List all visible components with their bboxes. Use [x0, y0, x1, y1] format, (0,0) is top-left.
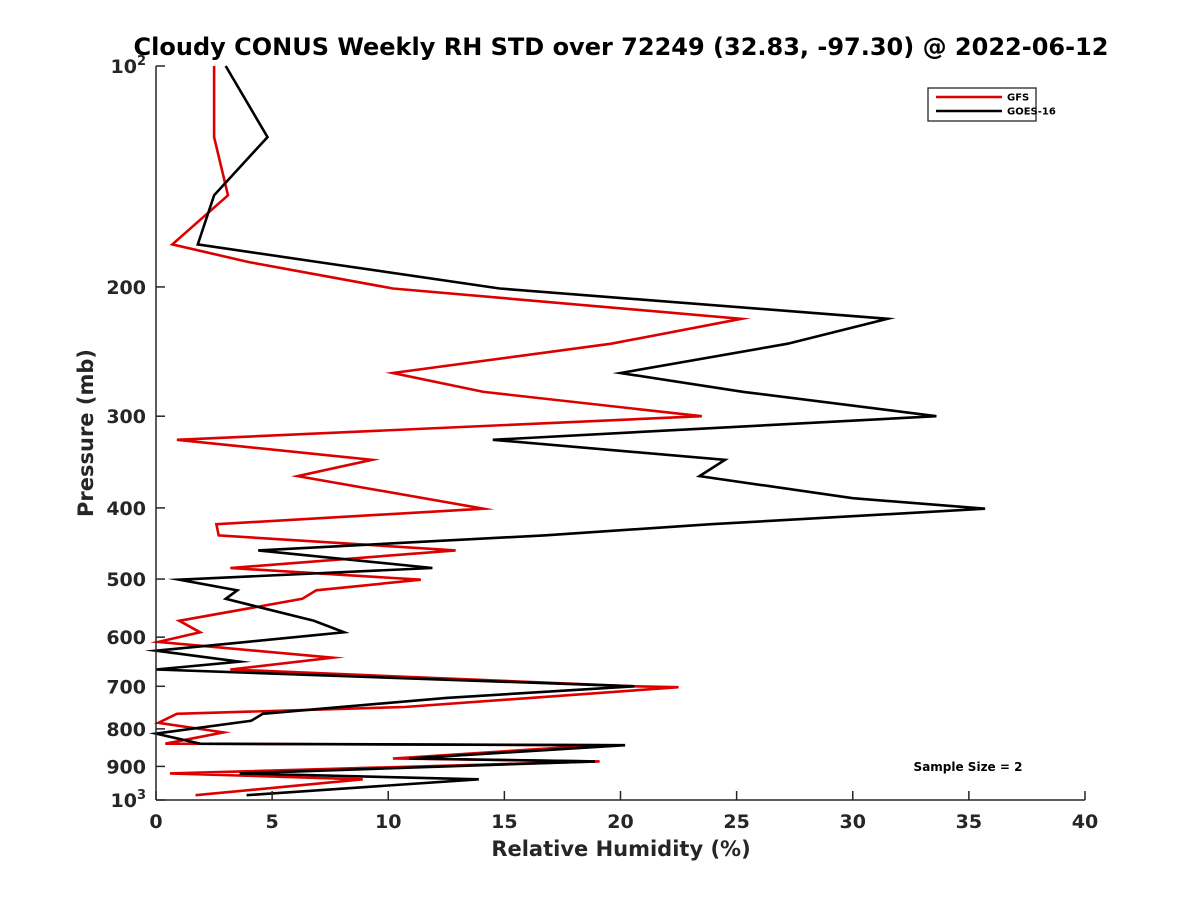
x-tick-label: 0 — [149, 811, 162, 833]
x-tick-label: 25 — [723, 811, 749, 833]
y-tick-label: 200 — [106, 277, 146, 299]
x-axis-label: Relative Humidity (%) — [491, 837, 750, 861]
legend-label-gfs: GFS — [1007, 93, 1029, 104]
chart-title: Cloudy CONUS Weekly RH STD over 72249 (3… — [134, 33, 1109, 61]
x-tick-label: 5 — [266, 811, 279, 833]
y-tick-label: 900 — [106, 756, 146, 778]
series-layer — [144, 65, 986, 797]
y-tick-label: 300 — [106, 406, 146, 428]
x-tick-label: 30 — [840, 811, 866, 833]
legend-box — [927, 87, 1037, 122]
x-tick-label: 20 — [607, 811, 633, 833]
y-tick-label: 800 — [106, 719, 146, 741]
legend-label-goes-16: GOES-16 — [1007, 107, 1056, 118]
x-tick-label: 15 — [491, 811, 517, 833]
legend: GFS GOES-16 — [927, 87, 1056, 122]
sample-size-annotation: Sample Size = 2 — [914, 760, 1023, 774]
axes: 0 5 10 15 20 25 30 35 40 102 200 300 400 500 600 700 800… — [106, 54, 1098, 833]
y-tick-label: 102 — [111, 54, 147, 78]
x-tick-label: 35 — [956, 811, 982, 833]
y-tick-label: 103 — [111, 788, 147, 812]
x-tick-label: 40 — [1072, 811, 1098, 833]
series-line-goes-16 — [144, 65, 986, 797]
y-tick-label: 400 — [106, 498, 146, 520]
y-tick-label: 500 — [106, 569, 146, 591]
y-tick-label: 600 — [106, 627, 146, 649]
series-line-gfs — [150, 66, 751, 797]
x-tick-label: 10 — [375, 811, 401, 833]
y-axis-label: Pressure (mb) — [74, 349, 98, 517]
y-tick-label: 700 — [106, 676, 146, 698]
